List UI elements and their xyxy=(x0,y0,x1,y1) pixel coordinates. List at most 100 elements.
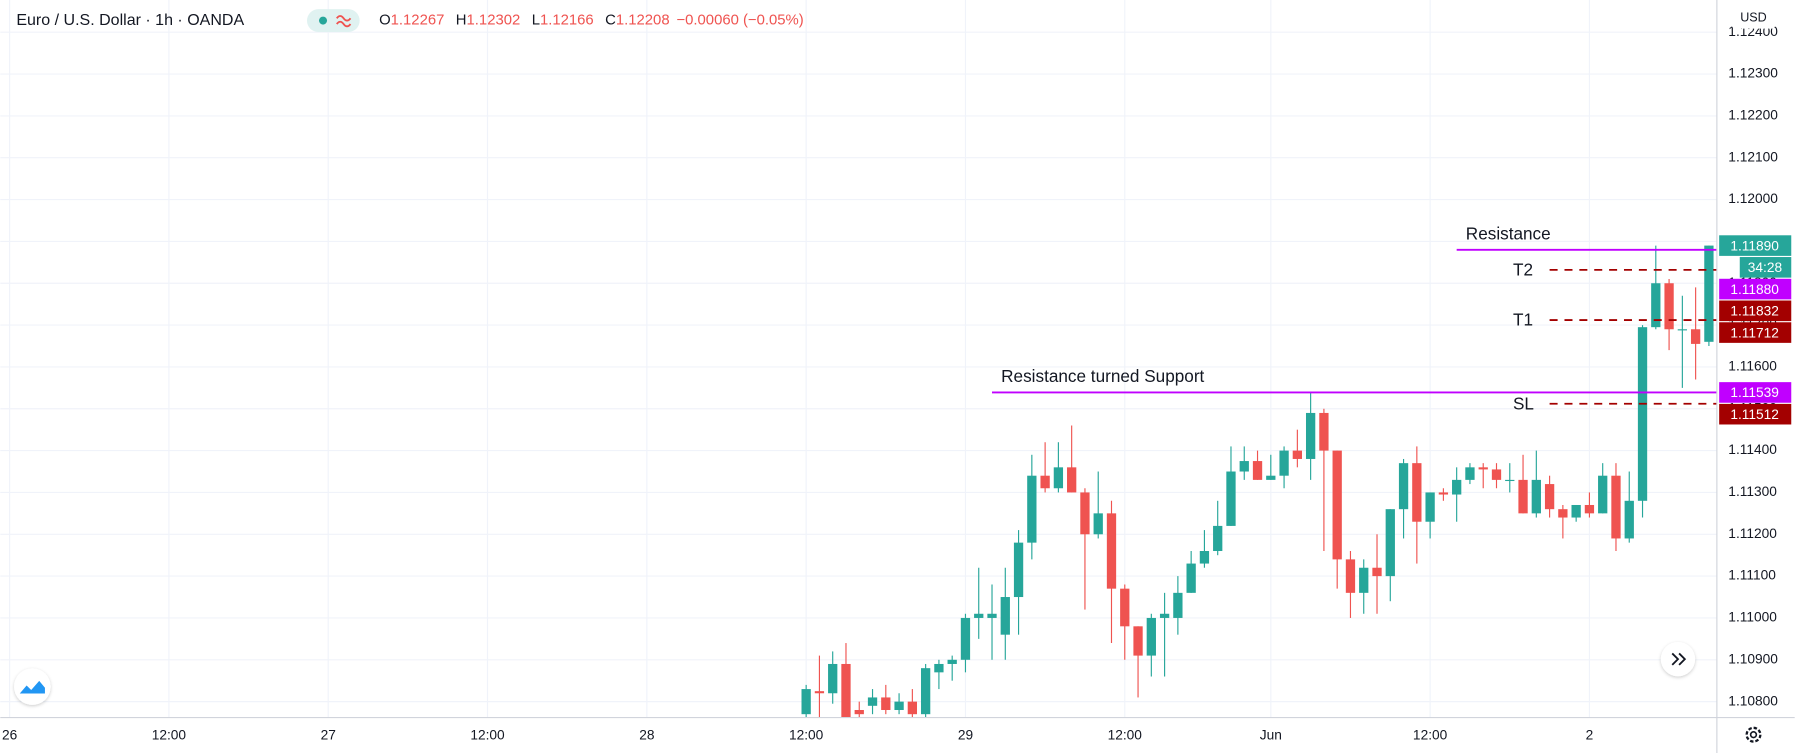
candle-body xyxy=(1412,463,1422,522)
y-tick-label: 1.11400 xyxy=(1728,442,1777,457)
candle-body xyxy=(1584,504,1595,514)
candle-body xyxy=(960,617,971,660)
ohlc-value: 1.12166 xyxy=(540,13,594,29)
candle-body xyxy=(1013,542,1024,598)
candle-body xyxy=(1146,617,1156,656)
y-tick-label: 1.10800 xyxy=(1728,693,1778,708)
candle-body xyxy=(1598,475,1608,514)
ohlc-value: 1.12208 xyxy=(616,13,670,29)
candle-body xyxy=(1239,461,1249,472)
x-tick-label: 12:00 xyxy=(789,727,824,742)
gear-hub xyxy=(1749,731,1758,739)
candle-body xyxy=(1345,559,1356,593)
candle-body xyxy=(1000,597,1010,635)
y-tick-label: 1.11200 xyxy=(1728,526,1777,541)
candle-body xyxy=(1372,567,1382,577)
candle-body xyxy=(1465,467,1475,480)
candle-body xyxy=(854,709,864,715)
candle-body xyxy=(894,701,904,710)
candle-body xyxy=(1120,588,1130,627)
candle-body xyxy=(841,663,851,718)
ohlc-key: L xyxy=(532,13,540,29)
scroll-button[interactable] xyxy=(1660,641,1696,677)
candle-body xyxy=(1199,551,1210,564)
candle-body xyxy=(1398,463,1409,510)
candle-body xyxy=(1186,563,1196,593)
y-tick-label: 1.12200 xyxy=(1728,108,1778,123)
x-tick-label: 29 xyxy=(958,727,973,742)
currency-box[interactable] xyxy=(1731,8,1776,29)
candles xyxy=(801,245,1714,718)
candle-body xyxy=(1491,469,1502,480)
candle-body xyxy=(1266,475,1276,480)
candle-body xyxy=(1704,245,1714,342)
candle-body xyxy=(1452,479,1462,495)
ohlc-value: 1.12302 xyxy=(467,13,521,29)
grid xyxy=(0,0,1717,718)
candle-body xyxy=(987,613,997,618)
level-name: Resistance xyxy=(1466,223,1551,243)
countdown-box xyxy=(1739,257,1792,278)
candle-body xyxy=(828,663,838,694)
ohlc-key: C xyxy=(605,13,616,29)
logo[interactable] xyxy=(14,668,51,705)
candle-body xyxy=(1359,567,1369,593)
data-delay-icon xyxy=(336,15,352,28)
logo-circle[interactable] xyxy=(14,668,51,705)
candle-body xyxy=(1106,513,1117,589)
level-name: SL xyxy=(1513,393,1534,413)
candle-body xyxy=(1252,461,1263,480)
price-label-box xyxy=(1719,235,1792,256)
candle-body xyxy=(1425,492,1435,522)
y-tick-label: 1.11000 xyxy=(1728,610,1777,625)
candle-body xyxy=(1518,479,1528,514)
price-label-box xyxy=(1719,382,1792,403)
candle-body xyxy=(934,663,944,673)
candle-body xyxy=(867,697,878,706)
levels: Resistance T2 T1 Resistance turned Support S… xyxy=(992,223,1717,413)
y-tick-label: 1.12100 xyxy=(1728,149,1778,164)
symbol[interactable]: Euro / U.S. Dollar · 1h · OANDA xyxy=(16,11,244,29)
market-open-dot xyxy=(319,16,328,25)
x-tick-label: Jun xyxy=(1260,727,1282,742)
change: −0.00060 (−0.05%) xyxy=(676,13,803,29)
y-tick-label: 1.12300 xyxy=(1728,66,1778,81)
candle-body xyxy=(1080,492,1090,535)
y-tick-label: 1.11100 xyxy=(1728,568,1776,583)
price-label-box xyxy=(1719,403,1792,425)
candle-body xyxy=(1637,327,1648,501)
countdown: 34:28 xyxy=(1748,260,1783,275)
price-label: 1.11712 xyxy=(1730,325,1779,340)
ohlc: O1.12267 H1.12302 L1.12166 C1.12208 −0.00060… xyxy=(379,13,804,29)
candle-body xyxy=(947,659,957,664)
candle-body xyxy=(814,691,825,694)
candle-body xyxy=(1226,471,1236,526)
level-name: T1 xyxy=(1513,310,1533,330)
price-label: 1.11890 xyxy=(1730,238,1779,253)
axes: 1.10800 1.10900 1.11000 1.11100 1.11200 1.113… xyxy=(2,24,1792,742)
price-label: 1.11512 xyxy=(1730,407,1779,422)
candle-body xyxy=(1571,504,1581,518)
currency[interactable]: USD xyxy=(1740,11,1767,25)
x-tick-label: 12:00 xyxy=(152,727,187,742)
x-tick-label: 28 xyxy=(639,727,655,742)
y-tick-label: 1.11600 xyxy=(1728,359,1777,374)
candle-body xyxy=(1213,525,1223,552)
candle-body xyxy=(1385,509,1395,577)
x-tick-label: 12:00 xyxy=(1413,727,1448,742)
candle-body xyxy=(1292,450,1303,459)
candle-body xyxy=(1159,613,1170,618)
status-pill[interactable] xyxy=(307,9,360,33)
candle-body xyxy=(974,613,984,618)
gear[interactable] xyxy=(1745,726,1762,743)
y-tick-label: 1.12000 xyxy=(1728,191,1778,206)
ohlc-value: 1.12267 xyxy=(391,13,445,29)
candle-body xyxy=(1093,513,1103,535)
candle-body xyxy=(1478,467,1488,470)
candle-body xyxy=(1319,412,1329,451)
candle-body xyxy=(907,701,918,715)
y-tick-label: 1.10900 xyxy=(1728,651,1778,666)
candle-body xyxy=(1133,626,1143,656)
settings[interactable] xyxy=(1745,726,1762,743)
